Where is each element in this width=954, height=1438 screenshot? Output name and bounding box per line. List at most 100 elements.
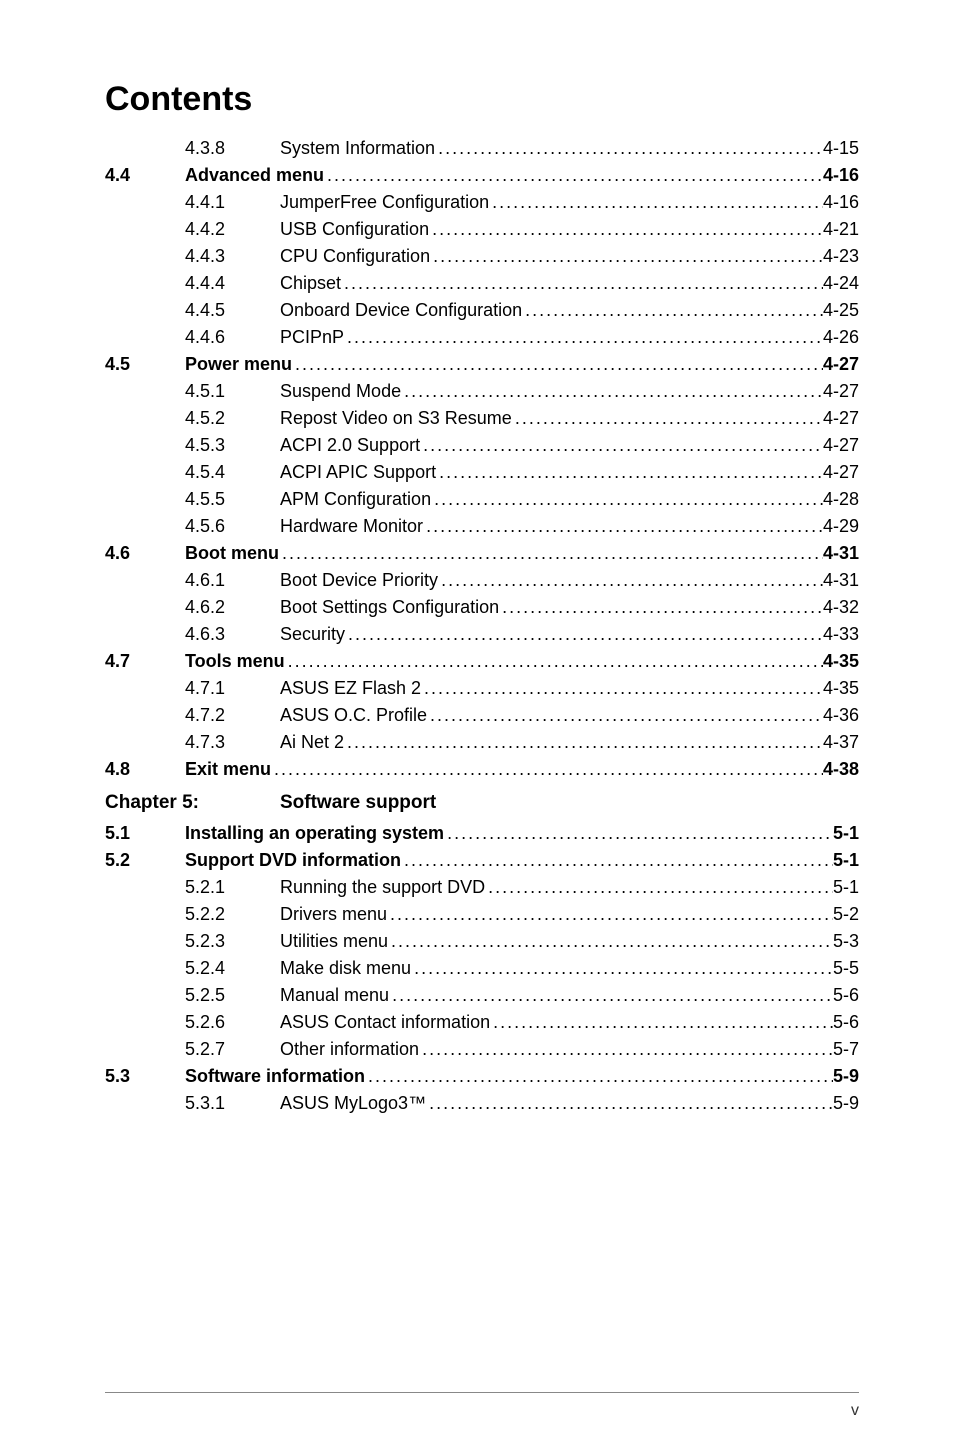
toc-leader-dots <box>271 760 823 778</box>
toc-entry-title: Running the support DVD <box>280 878 485 896</box>
toc-entry-title: Hardware Monitor <box>280 517 423 535</box>
toc-row: 4.4.3CPU Configuration4-23 <box>105 247 859 265</box>
toc-leader-dots <box>419 1040 833 1058</box>
toc-row: 4.5.6Hardware Monitor4-29 <box>105 517 859 535</box>
toc-subsection-number: 4.4.2 <box>185 220 280 238</box>
toc-page-number: 4-27 <box>823 355 859 373</box>
toc-row: 4.7.2ASUS O.C. Profile 4-36 <box>105 706 859 724</box>
toc-row: 4.4.2USB Configuration4-21 <box>105 220 859 238</box>
toc-page-number: 4-24 <box>823 274 859 292</box>
toc-entry-title: Power menu <box>185 355 292 373</box>
toc-leader-dots <box>485 878 833 896</box>
toc-leader-dots <box>522 301 823 319</box>
toc-row: 4.5.1Suspend Mode4-27 <box>105 382 859 400</box>
toc-subsection-number: 5.2.4 <box>185 959 280 977</box>
toc-entry-title: Ai Net 2 <box>280 733 344 751</box>
toc-leader-dots <box>423 517 823 535</box>
toc-entry-title: Exit menu <box>185 760 271 778</box>
toc-page-number: 4-21 <box>823 220 859 238</box>
toc-row: 4.8Exit menu 4-38 <box>105 760 859 778</box>
toc-subsection-number: 4.7.2 <box>185 706 280 724</box>
toc-leader-dots <box>344 328 823 346</box>
toc-entry-title: Boot menu <box>185 544 279 562</box>
toc-leader-dots <box>420 436 823 454</box>
toc-row: 4.5.3ACPI 2.0 Support4-27 <box>105 436 859 454</box>
toc-section-number: 5.2 <box>105 851 185 869</box>
toc-leader-dots <box>436 463 823 481</box>
toc-page-number: 4-35 <box>823 652 859 670</box>
toc-leader-dots <box>387 905 833 923</box>
toc-subsection-number: 5.2.6 <box>185 1013 280 1031</box>
toc-leader-dots <box>344 733 823 751</box>
toc-row: 5.2.2Drivers menu5-2 <box>105 905 859 923</box>
toc-entry-title: ASUS O.C. Profile <box>280 706 427 724</box>
toc-section-number: 4.6 <box>105 544 185 562</box>
toc-entry-title: CPU Configuration <box>280 247 430 265</box>
toc-leader-dots <box>285 652 823 670</box>
toc-subsection-number: 4.5.5 <box>185 490 280 508</box>
toc-section-number: 4.8 <box>105 760 185 778</box>
toc-leader-dots <box>388 932 833 950</box>
toc-subsection-number: 4.4.3 <box>185 247 280 265</box>
toc-row: 4.5.5APM Configuration4-28 <box>105 490 859 508</box>
toc-page-number: 4-27 <box>823 382 859 400</box>
toc-row: 4.7Tools menu4-35 <box>105 652 859 670</box>
toc-entry-title: Onboard Device Configuration <box>280 301 522 319</box>
toc-row: 5.2.3Utilities menu5-3 <box>105 932 859 950</box>
toc-row: 4.6Boot menu4-31 <box>105 544 859 562</box>
toc-section-number: 4.4 <box>105 166 185 184</box>
toc-entry-title: Make disk menu <box>280 959 411 977</box>
chapter-label: Chapter 5: <box>105 792 280 814</box>
toc-subsection-number: 4.5.6 <box>185 517 280 535</box>
toc-leader-dots <box>401 851 833 869</box>
chapter-heading: Chapter 5: Software support <box>105 792 859 814</box>
toc-section-2: 5.1Installing an operating system5-15.2S… <box>105 824 859 1112</box>
toc-row: 4.5.2Repost Video on S3 Resume4-27 <box>105 409 859 427</box>
toc-row: 4.5.4ACPI APIC Support4-27 <box>105 463 859 481</box>
toc-entry-title: Advanced menu <box>185 166 324 184</box>
toc-entry-title: Other information <box>280 1040 419 1058</box>
toc-row: 4.6.1Boot Device Priority4-31 <box>105 571 859 589</box>
toc-page-number: 4-38 <box>823 760 859 778</box>
toc-leader-dots <box>421 679 823 697</box>
toc-row: 4.4.4Chipset4-24 <box>105 274 859 292</box>
toc-row: 5.2.5Manual menu5-6 <box>105 986 859 1004</box>
toc-entry-title: Boot Settings Configuration <box>280 598 499 616</box>
toc-page-number: 5-9 <box>833 1094 859 1112</box>
toc-subsection-number: 4.3.8 <box>185 139 280 157</box>
toc-subsection-number: 4.7.1 <box>185 679 280 697</box>
toc-subsection-number: 4.5.4 <box>185 463 280 481</box>
toc-row: 4.7.3Ai Net 24-37 <box>105 733 859 751</box>
toc-subsection-number: 4.7.3 <box>185 733 280 751</box>
toc-page-number: 4-25 <box>823 301 859 319</box>
toc-page-number: 4-16 <box>823 193 859 211</box>
toc-entry-title: Installing an operating system <box>185 824 444 842</box>
toc-page-number: 5-1 <box>833 878 859 896</box>
toc-section-number: 5.3 <box>105 1067 185 1085</box>
toc-page-number: 4-33 <box>823 625 859 643</box>
toc-row: 4.4.1JumperFree Configuration4-16 <box>105 193 859 211</box>
toc-page-number: 4-36 <box>823 706 859 724</box>
toc-row: 5.2.4Make disk menu5-5 <box>105 959 859 977</box>
toc-entry-title: Repost Video on S3 Resume <box>280 409 512 427</box>
toc-page-number: 5-9 <box>833 1067 859 1085</box>
toc-entry-title: Boot Device Priority <box>280 571 438 589</box>
toc-subsection-number: 4.4.5 <box>185 301 280 319</box>
toc-leader-dots <box>411 959 833 977</box>
toc-page-number: 4-28 <box>823 490 859 508</box>
toc-entry-title: ASUS Contact information <box>280 1013 490 1031</box>
toc-row: 4.5Power menu4-27 <box>105 355 859 373</box>
toc-subsection-number: 5.3.1 <box>185 1094 280 1112</box>
toc-page-number: 5-3 <box>833 932 859 950</box>
toc-entry-title: Suspend Mode <box>280 382 401 400</box>
toc-page-number: 4-27 <box>823 436 859 454</box>
page: Contents 4.3.8System Information4-154.4A… <box>0 0 954 1438</box>
toc-subsection-number: 4.6.2 <box>185 598 280 616</box>
toc-row: 5.2Support DVD information5-1 <box>105 851 859 869</box>
toc-page-number: 5-2 <box>833 905 859 923</box>
contents-title: Contents <box>105 80 859 119</box>
toc-subsection-number: 4.4.4 <box>185 274 280 292</box>
toc-leader-dots <box>292 355 823 373</box>
toc-entry-title: ACPI 2.0 Support <box>280 436 420 454</box>
toc-subsection-number: 4.5.2 <box>185 409 280 427</box>
